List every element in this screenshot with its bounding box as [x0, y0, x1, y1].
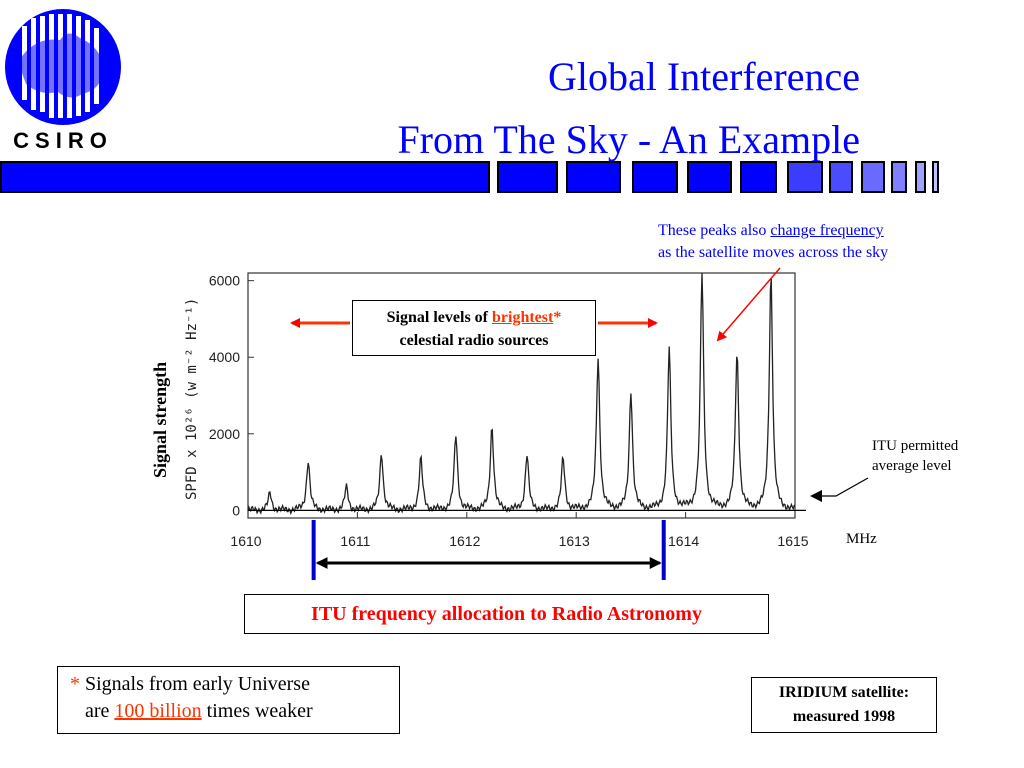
x-tick-label: 1615: [777, 533, 808, 549]
itu-allocation-box: ITU frequency allocation to Radio Astron…: [244, 594, 769, 634]
chart-series: [247, 272, 796, 516]
header-bar-segment: [566, 161, 621, 193]
iridium-line2: measured 1998: [792, 708, 896, 725]
header-bar-segment: [861, 161, 885, 193]
x-tick-label: 1612: [449, 533, 480, 549]
signal-levels-line2: celestial radio sources: [399, 332, 549, 349]
footnote-highlight: 100 billion: [114, 700, 202, 722]
footnote-asterisk: *: [70, 673, 80, 695]
signal-levels-highlight: brightest: [492, 309, 554, 326]
header-bar-segment: [829, 161, 853, 193]
x-tick-label: 1611: [340, 533, 370, 549]
y-tick-label: 6000: [209, 273, 240, 289]
header-bar-segment: [915, 161, 926, 193]
y-tick-label: 4000: [209, 349, 240, 365]
peaks-note-line2: as the satellite moves across the sky: [658, 244, 889, 261]
chart-overlay: [248, 267, 869, 580]
footnote-box: * Signals from early Universe are 100 bi…: [57, 666, 400, 734]
header-bar-segment: [740, 161, 777, 193]
logo-wordmark: CSIRO: [13, 128, 113, 153]
footnote-line2-suffix: times weaker: [206, 700, 313, 722]
itu-level-arrow: [810, 477, 869, 502]
slide-title-line1: Global Interference: [547, 54, 860, 99]
header-bar-segment: [687, 161, 732, 193]
x-tick-label: 1613: [559, 533, 590, 549]
x-tick-label: 1610: [230, 533, 261, 549]
plot-frame: [247, 272, 796, 519]
itu-level-line2: average level: [872, 458, 952, 474]
y-tick-label: 2000: [209, 426, 240, 442]
x-tick-label: 1614: [668, 533, 699, 549]
header-bar-segment: [632, 161, 678, 193]
footnote-line1: Signals from early Universe: [85, 673, 310, 695]
peaks-note-text: These peaks also: [658, 222, 767, 239]
footnote-line2-prefix: are: [85, 700, 110, 722]
signal-levels-asterisk: *: [553, 309, 562, 326]
csiro-logo: CSIRO: [5, 9, 121, 153]
peaks-note: These peaks also change frequency as the…: [658, 220, 958, 264]
signal-levels-prefix: Signal levels of: [386, 309, 488, 326]
header-bar-segment: [932, 161, 939, 193]
y-tick-label: 0: [232, 502, 240, 518]
header-bar-segment: [891, 161, 907, 193]
svg-text:Signal strength: Signal strength: [150, 362, 170, 478]
iridium-box: IRIDIUM satellite: measured 1998: [751, 677, 937, 733]
header-bar-segment: [787, 161, 823, 193]
spectrum-line: [247, 272, 796, 516]
slide-title-line2: From The Sky - An Example: [397, 117, 860, 162]
chart-axes: [247, 272, 796, 519]
signal-levels-box: Signal levels of brightest* celestial ra…: [352, 300, 596, 356]
peaks-note-arrow: [716, 267, 781, 342]
y-axis-label: Signal strength: [150, 362, 170, 478]
header-bar-main: [0, 161, 490, 193]
itu-level-line1: ITU permitted: [872, 438, 959, 454]
inner-y-axis-label: SPFD x 10²⁶ (w m⁻² Hz⁻¹): [184, 298, 200, 500]
iridium-line1: IRIDIUM satellite:: [778, 684, 910, 701]
chart-ticks: 0 2000 4000 6000 1610 1611 1612 1613 1614 1615: [209, 273, 809, 549]
peaks-note-link: change frequency: [770, 222, 884, 239]
itu-level-note: ITU permitted average level: [872, 436, 992, 476]
units-label: MHz: [846, 531, 877, 547]
header-bar-segment: [497, 161, 558, 193]
